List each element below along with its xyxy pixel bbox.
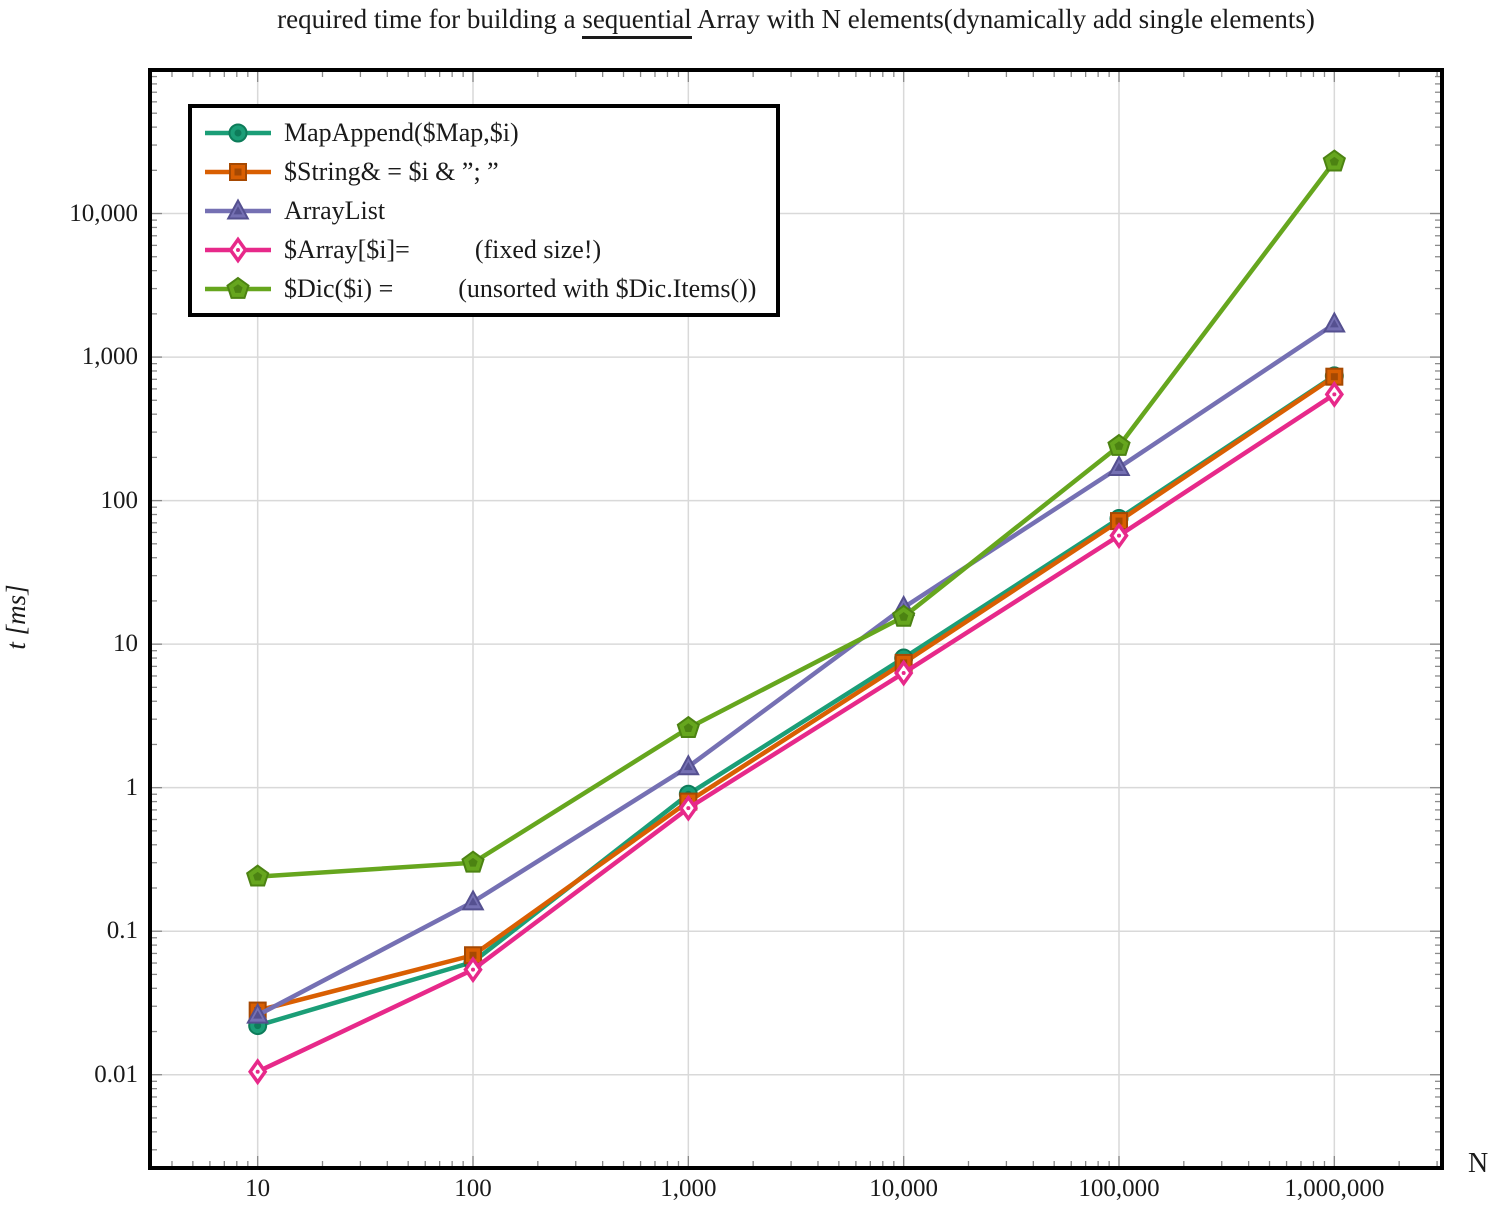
y-tick-label: 10 bbox=[113, 630, 138, 658]
pentagon-marker bbox=[1107, 433, 1131, 456]
circle-marker-dot bbox=[254, 1022, 262, 1030]
series-5 bbox=[245, 149, 1347, 887]
diamond-marker-dot bbox=[1332, 392, 1337, 397]
x-axis-label: N bbox=[1468, 1148, 1489, 1179]
legend-marker-triangle bbox=[205, 197, 271, 219]
chart-title-suffix: Array with N elements(dynamically add si… bbox=[691, 4, 1315, 34]
chart-title-prefix: required time for building a bbox=[277, 4, 583, 34]
chart-title-underlined-word: sequential bbox=[582, 4, 692, 39]
diamond-open-marker bbox=[248, 1058, 268, 1086]
pentagon-marker-shape bbox=[253, 871, 263, 881]
y-tick-label: 10,000 bbox=[69, 199, 138, 227]
legend-label: ArrayList bbox=[284, 195, 386, 225]
legend-label: $Dic($i) = (unsorted with $Dic.Items()) bbox=[284, 273, 757, 303]
diamond-open-marker bbox=[1109, 522, 1129, 550]
legend-item: $Array[$i]= (fixed size!) bbox=[202, 230, 756, 269]
legend-item: $Dic($i) = (unsorted with $Dic.Items()) bbox=[202, 269, 756, 308]
diamond-marker-dot bbox=[1117, 533, 1122, 538]
y-tick-label: 0.1 bbox=[106, 917, 138, 945]
series-2 bbox=[248, 367, 1344, 1020]
square-marker-dot bbox=[1115, 517, 1123, 525]
triangle-marker bbox=[1322, 311, 1346, 333]
series-3 bbox=[246, 311, 1346, 1024]
legend-item: ArrayList bbox=[202, 191, 756, 230]
square-marker bbox=[1325, 367, 1344, 386]
legend-label: MapAppend($Map,$i) bbox=[284, 117, 519, 147]
x-tick-label: 1,000 bbox=[660, 1175, 717, 1202]
plot-frame bbox=[148, 68, 1444, 1170]
legend-item: MapAppend($Map,$i) bbox=[202, 113, 756, 152]
triangle-marker bbox=[226, 197, 250, 219]
y-tick-label: 1 bbox=[125, 773, 139, 801]
pentagon-marker bbox=[245, 864, 270, 887]
pentagon-marker bbox=[226, 276, 250, 299]
series-line bbox=[255, 374, 1337, 1013]
diamond-marker-dot bbox=[471, 967, 476, 972]
square-marker-dot bbox=[234, 168, 242, 175]
pentagon-marker bbox=[1322, 149, 1347, 172]
pentagon-marker bbox=[461, 850, 485, 873]
diamond-marker-dot bbox=[236, 247, 240, 252]
legend-label: $String& = $i & ”; ” bbox=[284, 156, 499, 186]
y-axis-label: t [ms] bbox=[1, 584, 31, 650]
series-line bbox=[255, 159, 1337, 879]
triangle-marker-shape bbox=[1114, 462, 1124, 471]
pentagon-marker-shape bbox=[468, 857, 478, 867]
pentagon-marker-shape bbox=[1114, 441, 1124, 450]
legend-marker-pentagon bbox=[205, 276, 271, 299]
y-tick-label: 0.01 bbox=[94, 1060, 138, 1088]
triangle-marker bbox=[461, 889, 485, 911]
pentagon-marker-shape bbox=[233, 283, 243, 293]
diamond-marker-dot bbox=[255, 1069, 260, 1074]
legend-marker-square bbox=[205, 162, 271, 181]
series-line bbox=[255, 392, 1337, 1074]
triangle-marker-shape bbox=[253, 1010, 263, 1019]
diamond-marker-dot bbox=[686, 806, 691, 811]
x-tick-label: 1,000,000 bbox=[1284, 1175, 1385, 1202]
diamond-open-marker bbox=[894, 659, 914, 687]
chart-title: required time for building a sequential … bbox=[150, 4, 1442, 39]
pentagon-marker-shape bbox=[683, 723, 693, 733]
pentagon-marker bbox=[891, 604, 916, 627]
triangle-marker-shape bbox=[233, 205, 243, 214]
diamond-open-marker bbox=[1324, 380, 1344, 408]
y-tick-label: 1,000 bbox=[81, 343, 138, 371]
triangle-marker-shape bbox=[468, 897, 478, 906]
square-marker-dot bbox=[1330, 373, 1338, 381]
square-marker-dot bbox=[469, 951, 477, 959]
diamond-open-marker bbox=[678, 794, 698, 822]
x-tick-label: 10 bbox=[245, 1175, 271, 1202]
square-marker bbox=[229, 162, 247, 181]
circle-marker-dot bbox=[234, 129, 242, 136]
x-tick-label: 10,000 bbox=[869, 1175, 939, 1202]
legend-label: $Array[$i]= (fixed size!) bbox=[284, 234, 602, 264]
diamond-open-marker bbox=[463, 956, 483, 984]
legend-item: $String& = $i & ”; ” bbox=[202, 152, 756, 191]
triangle-marker-shape bbox=[683, 761, 693, 771]
diamond-open-marker bbox=[228, 235, 248, 264]
pentagon-marker-shape bbox=[1329, 156, 1339, 166]
series-line bbox=[255, 321, 1337, 1018]
x-tick-label: 100 bbox=[454, 1175, 492, 1202]
triangle-marker bbox=[676, 754, 700, 776]
diamond-marker-dot bbox=[901, 670, 906, 675]
x-tick-label: 100,000 bbox=[1078, 1175, 1160, 1202]
series-4 bbox=[248, 380, 1344, 1086]
legend: MapAppend($Map,$i) $String& = $i & ”; ” Ar… bbox=[188, 104, 781, 317]
legend-marker-circle bbox=[205, 123, 271, 142]
triangle-marker-shape bbox=[1329, 319, 1339, 328]
pentagon-marker bbox=[676, 715, 701, 739]
pentagon-marker-shape bbox=[899, 612, 909, 621]
y-tick-label: 100 bbox=[100, 486, 139, 514]
triangle-marker bbox=[1107, 454, 1131, 477]
legend-marker-diamond-open bbox=[205, 235, 271, 264]
circle-marker bbox=[228, 123, 248, 142]
triangle-marker bbox=[246, 1002, 270, 1024]
